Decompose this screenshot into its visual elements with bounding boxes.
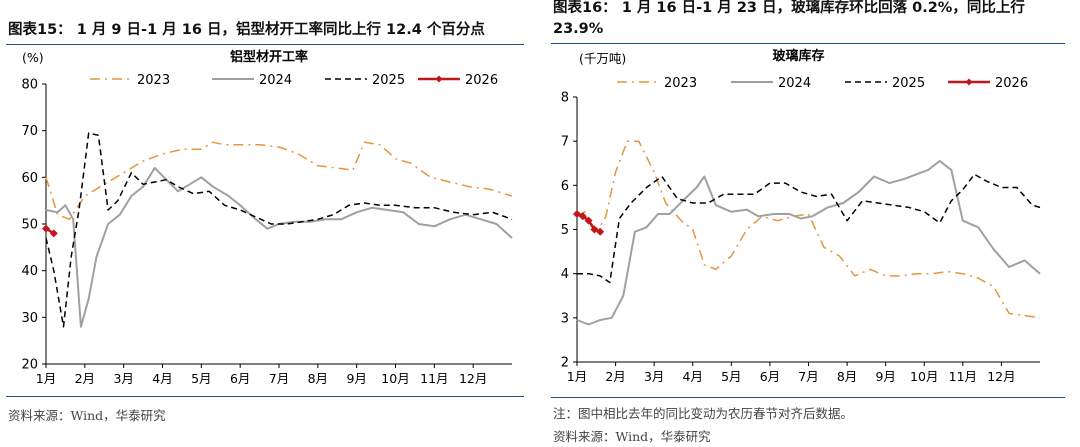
series-line-2025 bbox=[45, 132, 513, 328]
x-tick-label: 9月 bbox=[875, 369, 895, 384]
heading-rule bbox=[551, 43, 1065, 44]
chart-panel-right: 图表16： 1 月 16 日-1 月 23 日，玻璃库存环比回落 0.2%，同比… bbox=[545, 0, 1080, 447]
y-tick-label: 30 bbox=[21, 311, 38, 326]
legend-label-2025: 2025 bbox=[372, 73, 405, 88]
legend-label-2026: 2026 bbox=[465, 73, 498, 88]
y-tick-label: 5 bbox=[561, 223, 569, 238]
chart-heading: 图表15： 1 月 9 日-1 月 16 日，铝型材开工率同比上行 12.4 个… bbox=[8, 22, 485, 38]
footnote: 注：图中相比去年的同比变动为农历春节对齐后数据。 bbox=[553, 406, 854, 421]
chart-heading: 图表16： 1 月 16 日-1 月 23 日，玻璃库存环比回落 0.2%，同比… bbox=[553, 0, 1025, 37]
chart-aluminum-profile-operating-rate: 铝型材开工率 (%) 20 30 40 50 60 70 80 1月 2月 3月 4月 5月 6月 7月 8月 9… bbox=[21, 49, 513, 386]
y-axis-label: (千万吨) bbox=[579, 51, 626, 66]
x-tick-label: 9月 bbox=[346, 371, 366, 386]
footer-rule bbox=[551, 397, 1065, 398]
y-tick-label: 3 bbox=[561, 311, 569, 326]
x-tick-label: 11月 bbox=[949, 369, 977, 384]
series-line-2023 bbox=[45, 141, 513, 221]
y-tick-label: 7 bbox=[561, 135, 569, 150]
legend-label-2023: 2023 bbox=[664, 76, 697, 91]
x-tick-label: 8月 bbox=[308, 371, 328, 386]
legend-label-2025: 2025 bbox=[892, 76, 925, 91]
series-line-2024 bbox=[45, 167, 513, 328]
y-tick-label: 4 bbox=[561, 267, 569, 282]
data-point-marker bbox=[42, 224, 50, 233]
x-tick-label: 5月 bbox=[721, 369, 741, 384]
y-tick-label: 8 bbox=[561, 91, 569, 106]
data-point-marker bbox=[596, 227, 605, 236]
x-tick-label: 4月 bbox=[152, 371, 172, 386]
chart-title: 铝型材开工率 bbox=[230, 49, 308, 65]
legend-marker bbox=[965, 78, 973, 86]
x-tick-label: 10月 bbox=[910, 369, 938, 384]
chart-panel-left: 图表15： 1 月 9 日-1 月 16 日，铝型材开工率同比上行 12.4 个… bbox=[0, 0, 530, 447]
y-axis-label: (%) bbox=[22, 50, 44, 65]
series-line-2024 bbox=[576, 160, 1041, 326]
x-tick-label: 6月 bbox=[230, 371, 250, 386]
y-tick-label: 40 bbox=[21, 264, 38, 279]
x-tick-label: 2月 bbox=[605, 369, 625, 384]
x-tick-label: 1月 bbox=[567, 369, 587, 384]
source-note: 资料来源：Wind，华泰研究 bbox=[8, 408, 166, 423]
legend-label-2023: 2023 bbox=[137, 73, 170, 88]
x-tick-label: 3月 bbox=[644, 369, 664, 384]
heading-rule bbox=[6, 44, 524, 45]
chart-title: 玻璃库存 bbox=[772, 48, 824, 64]
x-tick-label: 12月 bbox=[459, 371, 487, 386]
chart-glass-inventory: 玻璃库存 (千万吨) 2 3 4 5 6 7 8 1月 2月 3月 4月 5月 6月 7月 8月 9月 10月 11月… bbox=[561, 48, 1041, 384]
legend-marker bbox=[435, 75, 443, 83]
y-tick-label: 2 bbox=[561, 356, 569, 371]
x-tick-label: 4月 bbox=[683, 369, 703, 384]
legend-label-2024: 2024 bbox=[778, 76, 811, 91]
y-tick-label: 6 bbox=[561, 179, 569, 194]
legend-label-2024: 2024 bbox=[259, 73, 292, 88]
legend-label-2026: 2026 bbox=[995, 76, 1028, 91]
x-tick-label: 2月 bbox=[75, 371, 95, 386]
x-tick-label: 7月 bbox=[269, 371, 289, 386]
data-point-marker bbox=[49, 229, 58, 238]
x-tick-label: 11月 bbox=[420, 371, 448, 386]
x-tick-label: 10月 bbox=[381, 371, 409, 386]
x-tick-label: 7月 bbox=[798, 369, 818, 384]
x-tick-label: 1月 bbox=[36, 371, 56, 386]
x-tick-label: 3月 bbox=[113, 371, 133, 386]
y-tick-label: 60 bbox=[21, 171, 38, 186]
y-tick-label: 20 bbox=[21, 358, 38, 373]
y-tick-label: 50 bbox=[21, 218, 38, 233]
x-tick-label: 6月 bbox=[760, 369, 780, 384]
x-tick-label: 8月 bbox=[837, 369, 857, 384]
footer-rule bbox=[6, 396, 524, 397]
x-tick-label: 12月 bbox=[987, 369, 1015, 384]
data-point-marker bbox=[578, 212, 587, 221]
source-note: 资料来源：Wind，华泰研究 bbox=[553, 429, 711, 444]
y-tick-label: 80 bbox=[21, 78, 38, 93]
x-tick-label: 5月 bbox=[191, 371, 211, 386]
series-line-2023 bbox=[576, 140, 1041, 319]
data-point-marker bbox=[584, 216, 593, 225]
y-tick-label: 70 bbox=[21, 124, 38, 139]
series-line-2025 bbox=[577, 173, 1041, 284]
